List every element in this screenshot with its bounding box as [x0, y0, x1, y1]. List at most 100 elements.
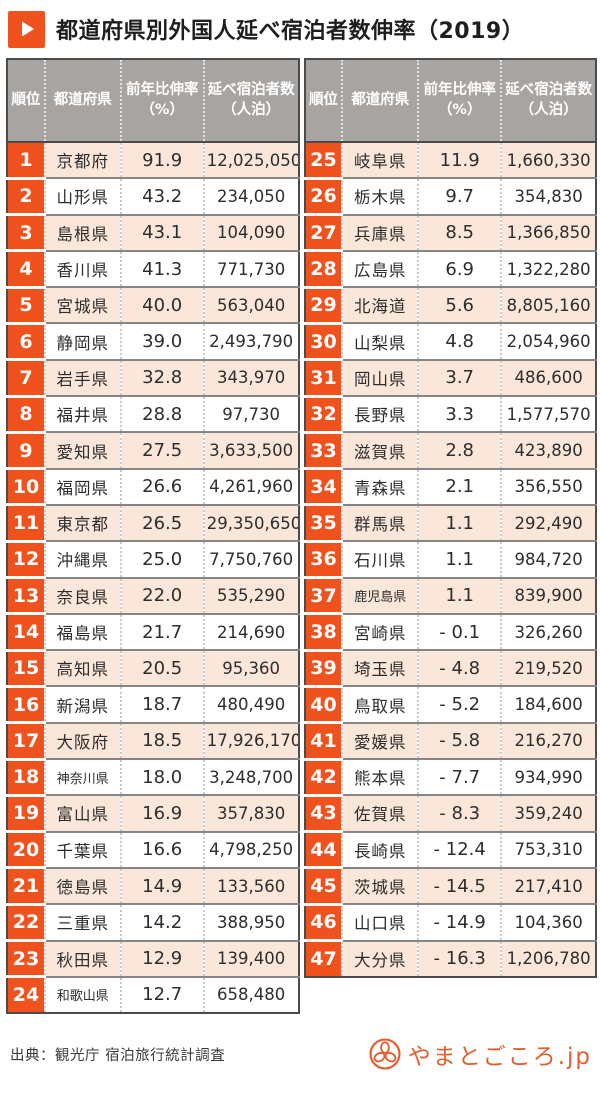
rate-cell: 18.0 — [119, 758, 204, 796]
rate-cell: 43.1 — [119, 213, 204, 251]
count-cell: 29,350,650 — [202, 503, 299, 542]
prefecture-cell: 沖縄県 — [43, 540, 121, 578]
rate-cell: 11.9 — [417, 142, 502, 179]
rate-cell: 1.1 — [417, 503, 502, 542]
count-cell: 2,054,960 — [500, 322, 596, 360]
count-cell: 1,206,780 — [500, 939, 596, 977]
rate-cell: 6.9 — [417, 249, 502, 288]
table-row: 39 埼玉県 - 4.8 219,520 — [304, 648, 596, 687]
count-cell: 535,290 — [202, 576, 299, 614]
rate-cell: 26.6 — [119, 467, 204, 505]
prefecture-cell: 北海道 — [341, 286, 419, 324]
prefecture-cell: 山形県 — [43, 177, 121, 215]
table-row: 8 福井県 28.8 97,730 — [7, 394, 299, 433]
prefecture-cell: 岐阜県 — [341, 142, 419, 179]
table-row: 43 佐賀県 - 8.3 359,240 — [304, 793, 596, 832]
count-cell: 359,240 — [500, 794, 596, 832]
rate-cell: 3.7 — [417, 358, 502, 397]
table-row: 40 鳥取県 - 5.2 184,600 — [304, 684, 596, 723]
prefecture-cell: 神奈川県 — [43, 758, 121, 796]
column-header-prefecture: 都道府県 — [341, 59, 419, 143]
table-row: 42 熊本県 - 7.7 934,990 — [304, 757, 596, 796]
rate-cell: 91.9 — [119, 142, 204, 179]
brand-logo: やまとごころ.jp — [368, 1037, 592, 1071]
prefecture-cell: 佐賀県 — [341, 794, 419, 832]
count-cell: 1,322,280 — [500, 249, 596, 288]
rank-cell: 29 — [304, 285, 343, 324]
prefecture-cell: 山口県 — [341, 903, 419, 941]
count-cell: 1,577,570 — [500, 395, 596, 433]
play-icon — [8, 10, 45, 48]
count-cell: 1,366,850 — [500, 213, 596, 251]
column-header-prefecture: 都道府県 — [43, 59, 121, 143]
rank-cell: 41 — [304, 721, 343, 760]
rank-cell: 5 — [7, 285, 45, 324]
prefecture-cell: 富山県 — [43, 794, 121, 832]
count-cell: 7,750,760 — [202, 540, 299, 578]
rank-cell: 28 — [304, 249, 343, 288]
rank-cell: 32 — [304, 394, 343, 433]
rate-cell: 25.0 — [119, 540, 204, 578]
prefecture-cell: 秋田県 — [43, 939, 121, 977]
rank-cell: 44 — [304, 830, 343, 868]
ranking-table-left: 順位 都道府県 前年比伸率 （%） 延べ宿泊者数 （人泊） 1 京都府 91.9… — [6, 58, 300, 1015]
count-cell: 388,950 — [202, 903, 299, 941]
table-row: 41 愛媛県 - 5.8 216,270 — [304, 721, 596, 760]
prefecture-cell: 山梨県 — [341, 322, 419, 360]
prefecture-cell: 京都府 — [43, 142, 121, 179]
rate-cell: 2.1 — [417, 467, 502, 505]
rate-cell: 16.6 — [119, 830, 204, 868]
table-row: 33 滋賀県 2.8 423,890 — [304, 430, 596, 469]
count-cell: 3,633,500 — [202, 431, 299, 469]
column-header-rate: 前年比伸率 （%） — [119, 59, 204, 143]
rank-cell: 47 — [304, 939, 343, 977]
table-row: 44 長崎県 - 12.4 753,310 — [304, 830, 596, 868]
column-header-rank: 順位 — [7, 59, 45, 143]
table-header-right: 順位 都道府県 前年比伸率 （%） 延べ宿泊者数 （人泊） — [304, 59, 596, 143]
table-row: 11 東京都 26.5 29,350,650 — [7, 503, 299, 542]
prefecture-cell: 石川県 — [341, 540, 419, 578]
prefecture-cell: 千葉県 — [43, 830, 121, 868]
rank-cell: 9 — [7, 430, 45, 469]
rate-cell: 3.3 — [417, 395, 502, 433]
rank-cell: 35 — [304, 503, 343, 542]
rate-cell: 16.9 — [119, 794, 204, 832]
rank-cell: 31 — [304, 358, 343, 397]
table-header-left: 順位 都道府県 前年比伸率 （%） 延べ宿泊者数 （人泊） — [7, 59, 299, 143]
rate-cell: 14.2 — [119, 903, 204, 941]
rank-cell: 6 — [7, 321, 45, 360]
table-body-right: 25 岐阜県 11.9 1,660,330 26 栃木県 9.7 354,830… — [304, 142, 596, 977]
rate-cell: 1.1 — [417, 540, 502, 578]
column-header-rank: 順位 — [304, 59, 343, 143]
count-cell: 97,730 — [202, 395, 299, 433]
rank-cell: 14 — [7, 612, 45, 651]
rank-cell: 11 — [7, 503, 45, 542]
rate-cell: 27.5 — [119, 431, 204, 469]
source-note: 出典：観光庁 宿泊旅行統計調査 — [10, 1047, 226, 1064]
prefecture-cell: 群馬県 — [341, 503, 419, 542]
page-title: 都道府県別外国人延べ宿泊者数伸率（2019） — [56, 19, 525, 44]
prefecture-cell: 滋賀県 — [341, 431, 419, 469]
footer: 出典：観光庁 宿泊旅行統計調査 やまとごころ.jp — [0, 1034, 600, 1074]
table-row: 5 宮城県 40.0 563,040 — [7, 285, 299, 324]
rank-cell: 8 — [7, 394, 45, 433]
rate-cell: 18.5 — [119, 721, 204, 760]
rank-cell: 42 — [304, 757, 343, 796]
prefecture-cell: 埼玉県 — [341, 649, 419, 687]
rate-cell: 22.0 — [119, 576, 204, 614]
table-row: 21 徳島県 14.9 133,560 — [7, 866, 299, 905]
count-cell: 139,400 — [202, 939, 299, 977]
title-bar: 都道府県別外国人延べ宿泊者数伸率（2019） — [0, 0, 600, 48]
prefecture-cell: 島根県 — [43, 213, 121, 251]
prefecture-cell: 愛知県 — [43, 431, 121, 469]
table-row: 45 茨城県 - 14.5 217,410 — [304, 866, 596, 905]
rate-cell: - 16.3 — [417, 939, 502, 977]
rank-cell: 2 — [7, 176, 45, 215]
rate-cell: 43.2 — [119, 177, 204, 215]
rank-cell: 22 — [7, 902, 45, 941]
prefecture-cell: 和歌山県 — [43, 975, 121, 1014]
rank-cell: 20 — [7, 830, 45, 868]
brand-logo-icon — [369, 1038, 401, 1070]
table-row: 2 山形県 43.2 234,050 — [7, 176, 299, 215]
prefecture-cell: 茨城県 — [341, 866, 419, 905]
